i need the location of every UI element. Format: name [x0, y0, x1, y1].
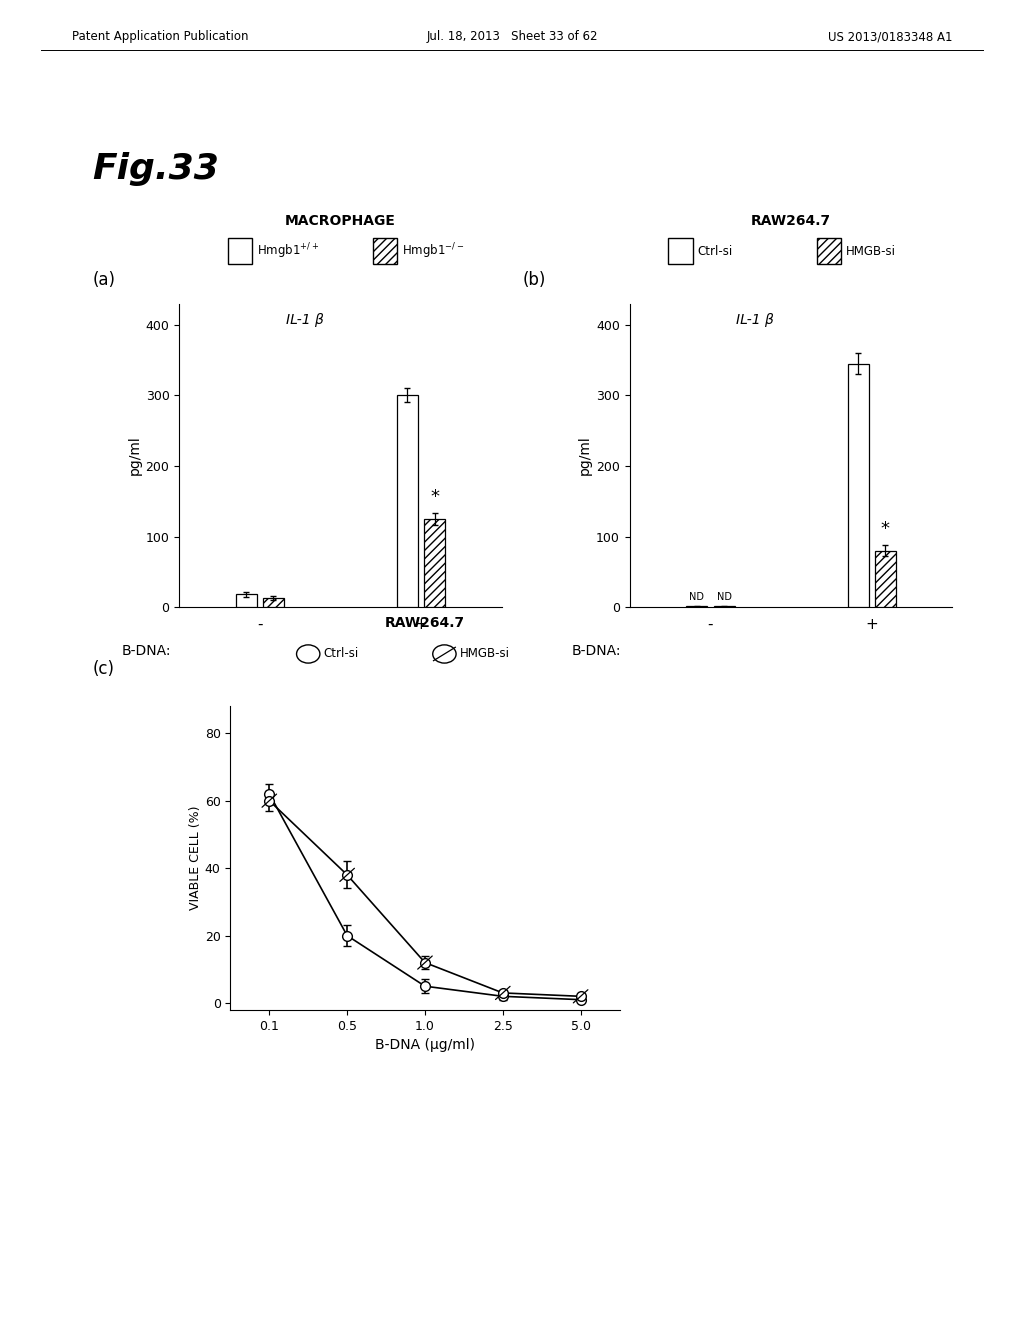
Text: (b): (b) — [522, 271, 546, 289]
Text: Ctrl-si: Ctrl-si — [324, 648, 359, 660]
Text: HMGB-si: HMGB-si — [460, 648, 510, 660]
Text: MACROPHAGE: MACROPHAGE — [285, 214, 396, 227]
Bar — [424, 519, 445, 607]
Text: (a): (a) — [92, 271, 115, 289]
Bar — [848, 363, 868, 607]
Text: HMGB-si: HMGB-si — [846, 246, 896, 257]
Y-axis label: pg/ml: pg/ml — [578, 436, 592, 475]
Text: *: * — [430, 488, 439, 507]
Text: Ctrl-si: Ctrl-si — [697, 246, 733, 257]
Text: RAW264.7: RAW264.7 — [385, 616, 465, 631]
Text: US 2013/0183348 A1: US 2013/0183348 A1 — [827, 30, 952, 44]
Text: IL-1 β: IL-1 β — [736, 313, 774, 327]
Bar — [669, 239, 692, 264]
Text: ND: ND — [717, 593, 731, 602]
Bar — [373, 239, 397, 264]
Bar — [227, 239, 252, 264]
Text: IL-1 β: IL-1 β — [286, 313, 324, 327]
Text: ND: ND — [689, 593, 705, 602]
Bar — [817, 239, 841, 264]
Text: RAW264.7: RAW264.7 — [751, 214, 831, 227]
Text: Hmgb1$^{+/+}$: Hmgb1$^{+/+}$ — [257, 242, 318, 261]
Text: B-DNA:: B-DNA: — [121, 644, 171, 657]
Y-axis label: VIABLE CELL (%): VIABLE CELL (%) — [188, 805, 202, 911]
Text: (c): (c) — [92, 660, 114, 678]
Text: *: * — [881, 520, 890, 539]
Bar — [236, 594, 257, 607]
Text: B-DNA:: B-DNA: — [571, 644, 622, 657]
Bar — [397, 396, 418, 607]
Text: Patent Application Publication: Patent Application Publication — [72, 30, 248, 44]
Y-axis label: pg/ml: pg/ml — [127, 436, 141, 475]
Text: Fig.33: Fig.33 — [92, 152, 219, 186]
Bar — [874, 550, 896, 607]
Bar — [263, 598, 284, 607]
Circle shape — [433, 645, 456, 663]
X-axis label: B-DNA (μg/ml): B-DNA (μg/ml) — [375, 1038, 475, 1052]
Circle shape — [297, 645, 319, 663]
Text: Hmgb1$^{-/-}$: Hmgb1$^{-/-}$ — [401, 242, 464, 261]
Text: Jul. 18, 2013   Sheet 33 of 62: Jul. 18, 2013 Sheet 33 of 62 — [426, 30, 598, 44]
